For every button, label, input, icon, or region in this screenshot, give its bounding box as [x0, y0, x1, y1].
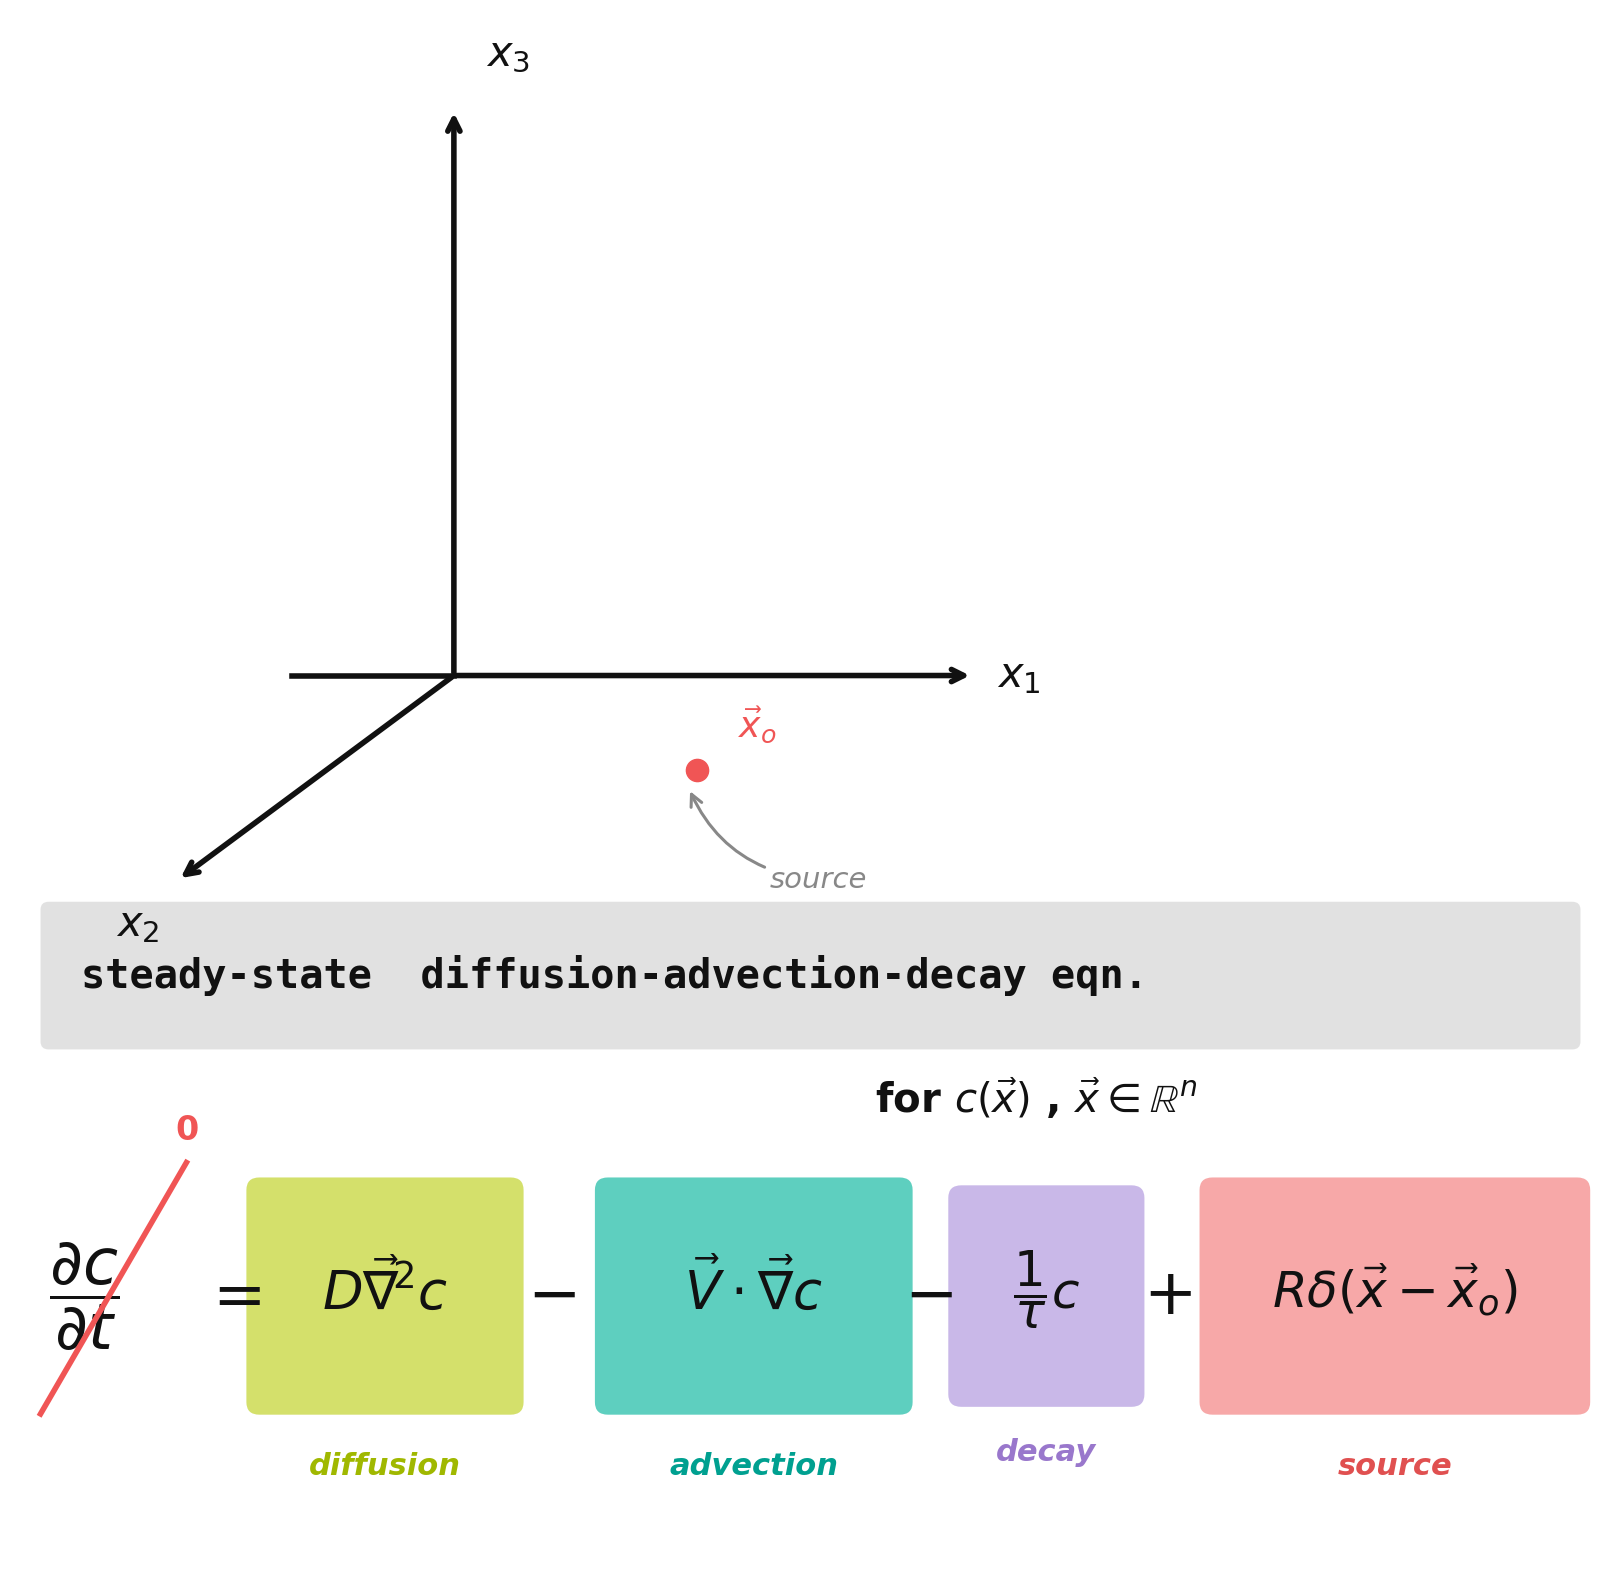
Text: 0: 0 — [175, 1114, 198, 1147]
Text: $=$: $=$ — [199, 1265, 261, 1327]
Text: decay: decay — [997, 1439, 1096, 1467]
Text: $-$: $-$ — [905, 1265, 953, 1327]
Text: $x_1$: $x_1$ — [997, 655, 1041, 696]
FancyBboxPatch shape — [41, 902, 1580, 1049]
FancyBboxPatch shape — [595, 1178, 913, 1415]
FancyBboxPatch shape — [948, 1186, 1144, 1408]
Text: $\vec{V}\cdot\vec{\nabla}c$: $\vec{V}\cdot\vec{\nabla}c$ — [684, 1260, 823, 1320]
Text: $\dfrac{1}{\tau}c$: $\dfrac{1}{\tau}c$ — [1013, 1249, 1080, 1331]
Text: $+$: $+$ — [1143, 1265, 1191, 1327]
FancyBboxPatch shape — [1200, 1178, 1590, 1415]
Text: $\dfrac{\partial c}{\partial t}$: $\dfrac{\partial c}{\partial t}$ — [49, 1240, 118, 1353]
Text: $D\vec{\nabla}^{\!2} c$: $D\vec{\nabla}^{\!2} c$ — [323, 1260, 447, 1320]
Text: $-$: $-$ — [527, 1265, 575, 1327]
Text: source: source — [691, 795, 867, 894]
Text: $\vec{x}_o$: $\vec{x}_o$ — [738, 705, 776, 746]
Text: for $c(\vec{x})$ , $\vec{x}\in\mathbb{R}^n$: for $c(\vec{x})$ , $\vec{x}\in\mathbb{R}… — [875, 1078, 1198, 1122]
Text: diffusion: diffusion — [310, 1452, 460, 1481]
Text: advection: advection — [669, 1452, 838, 1481]
Text: $x_2$: $x_2$ — [117, 903, 159, 946]
Text: $R\delta(\vec{x}-\vec{x}_o)$: $R\delta(\vec{x}-\vec{x}_o)$ — [1272, 1262, 1517, 1318]
FancyBboxPatch shape — [246, 1178, 524, 1415]
Text: steady-state  diffusion-advection-decay eqn.: steady-state diffusion-advection-decay e… — [81, 955, 1148, 996]
Text: source: source — [1337, 1452, 1452, 1481]
Text: $x_3$: $x_3$ — [486, 33, 530, 75]
